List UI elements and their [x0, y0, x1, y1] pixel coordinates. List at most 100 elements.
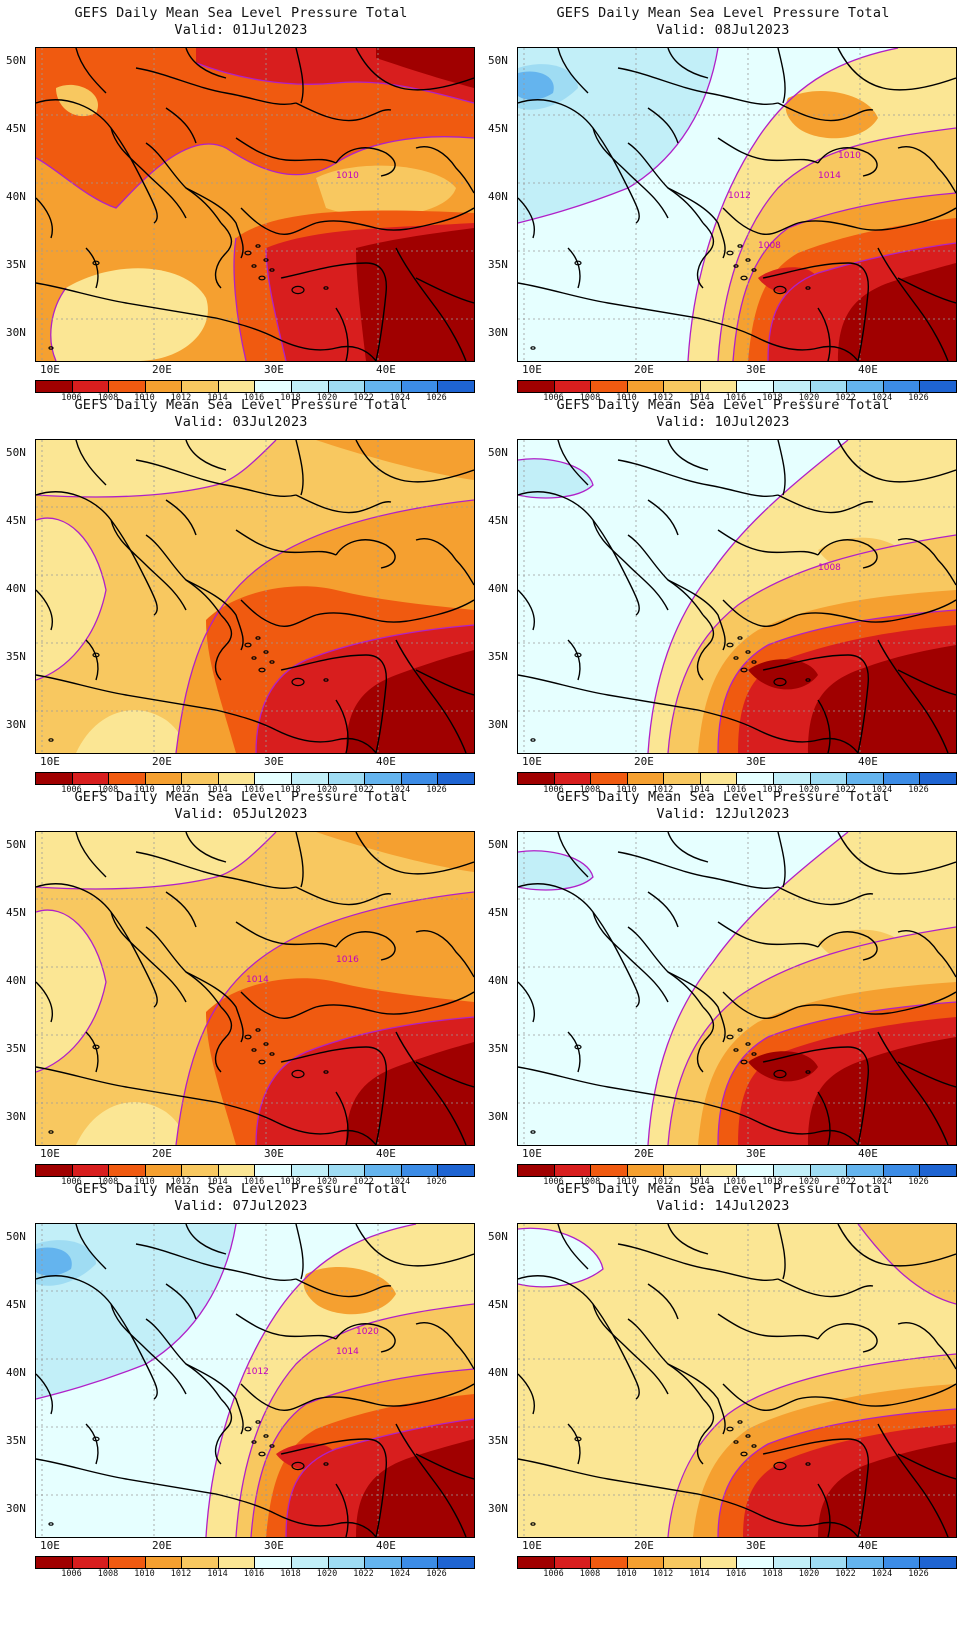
colorbar-swatch: [182, 1165, 219, 1176]
colorbar: [517, 380, 957, 393]
latitude-label: 45N: [488, 122, 508, 135]
coastline: [355, 832, 474, 875]
pressure-fill: [316, 165, 456, 217]
coastline: [817, 539, 878, 569]
island: [737, 1028, 743, 1032]
colorbar-tick-label: 1018: [762, 1569, 783, 1579]
isobar-line: [717, 1001, 956, 1145]
coastline: [667, 440, 709, 471]
colorbar-swatch: [145, 773, 183, 784]
latitude-label: 35N: [488, 1042, 508, 1055]
island: [726, 1034, 734, 1040]
pressure-fill: [346, 1042, 474, 1145]
coastline: [335, 147, 396, 177]
colorbar-tick-label: 1008: [97, 1177, 119, 1187]
colorbar-swatch: [518, 773, 555, 784]
colorbar-tick-label: 1024: [389, 1177, 411, 1187]
coastline: [415, 669, 474, 696]
colorbar-swatch: [664, 1165, 701, 1176]
colorbar-tick-label: 1014: [689, 1569, 710, 1579]
latitude-label: 30N: [488, 326, 508, 339]
coastline: [36, 99, 158, 224]
coastline: [36, 981, 53, 1023]
colorbar-ticks: 1006 1008 1010 1012 1014 1016 1018 1020 1022 1024…: [35, 1569, 475, 1581]
coastline: [295, 832, 304, 888]
colorbar-tick-label: 1024: [389, 393, 411, 403]
island: [291, 1069, 305, 1079]
isobar-line: [857, 1224, 956, 1305]
map-panel: GEFS Daily Mean Sea Level Pressure Total…: [482, 0, 964, 410]
colorbar-swatch: [292, 1557, 329, 1568]
colorbar-tick-label: 1020: [316, 785, 338, 795]
longitude-label: 10E: [522, 1539, 542, 1552]
coastline: [235, 137, 337, 164]
coastline: [518, 981, 535, 1023]
map-panel: GEFS Daily Mean Sea Level Pressure Total…: [0, 1176, 482, 1586]
latitude-label: 35N: [6, 1042, 26, 1055]
colorbar-tick-label: 1006: [543, 1177, 564, 1187]
latitude-label: 35N: [488, 258, 508, 271]
coastline: [235, 529, 337, 556]
island: [530, 346, 536, 350]
longitude-label: 20E: [152, 1539, 172, 1552]
panel-valid-date: Valid: 08Jul2023: [656, 22, 790, 38]
colorbar-swatch: [72, 1165, 110, 1176]
pressure-fill: [356, 1439, 474, 1537]
isobar-line: [732, 192, 956, 361]
island: [258, 1059, 266, 1065]
coastline: [36, 674, 277, 731]
coastline: [135, 67, 297, 106]
colorbar-swatch: [438, 1165, 474, 1176]
colorbar-swatch: [627, 1557, 665, 1568]
coastline: [722, 991, 799, 1019]
colorbar-swatch: [255, 1557, 293, 1568]
latitude-label: 30N: [6, 718, 26, 731]
colorbar-tick-label: 1022: [835, 393, 856, 403]
coastline: [395, 639, 467, 753]
pressure-fill: [316, 832, 474, 872]
isobar-line: [667, 926, 956, 1145]
coastline: [240, 991, 317, 1019]
coastline: [185, 48, 227, 79]
island: [269, 1444, 275, 1448]
island: [263, 258, 269, 262]
coastline: [110, 1303, 187, 1395]
island: [244, 642, 252, 648]
coastline: [592, 1303, 669, 1395]
coastline: [165, 499, 197, 536]
longitude-label: 10E: [522, 755, 542, 768]
coastline: [335, 1483, 349, 1537]
colorbar-tick-label: 1012: [170, 1177, 192, 1187]
coastline: [667, 1363, 726, 1435]
latitude-label: 40N: [6, 582, 26, 595]
island: [255, 1028, 261, 1032]
longitude-label: 20E: [634, 363, 654, 376]
isobar-label: 1014: [246, 975, 269, 985]
colorbar-swatch: [664, 381, 701, 392]
coastline: [667, 48, 709, 79]
isobar-line: [518, 1227, 604, 1288]
longitude-label: 40E: [858, 363, 878, 376]
coastline: [280, 1046, 388, 1145]
colorbar-swatch: [36, 1165, 73, 1176]
coastline: [415, 277, 474, 304]
colorbar-tick-label: 1006: [61, 785, 82, 795]
pressure-fill: [36, 1247, 72, 1276]
coastline: [275, 337, 377, 361]
isobar-line: [265, 247, 287, 361]
coastline: [36, 1373, 53, 1415]
longitude-label: 30E: [264, 1147, 284, 1160]
colorbar-swatch: [218, 381, 256, 392]
isobar-line: [255, 1016, 474, 1145]
colorbar-swatch: [847, 773, 884, 784]
coastline: [696, 614, 715, 681]
panel-title-text: GEFS Daily Mean Sea Level Pressure Total: [556, 789, 890, 805]
coastline: [214, 222, 233, 289]
island: [323, 286, 329, 290]
colorbar-tick-label: 1020: [316, 393, 338, 403]
isobar-line: [717, 1408, 956, 1537]
pressure-fill: [758, 267, 818, 294]
coastline: [335, 1323, 396, 1353]
colorbar-tick-label: 1020: [798, 785, 820, 795]
coastline: [275, 1513, 377, 1537]
